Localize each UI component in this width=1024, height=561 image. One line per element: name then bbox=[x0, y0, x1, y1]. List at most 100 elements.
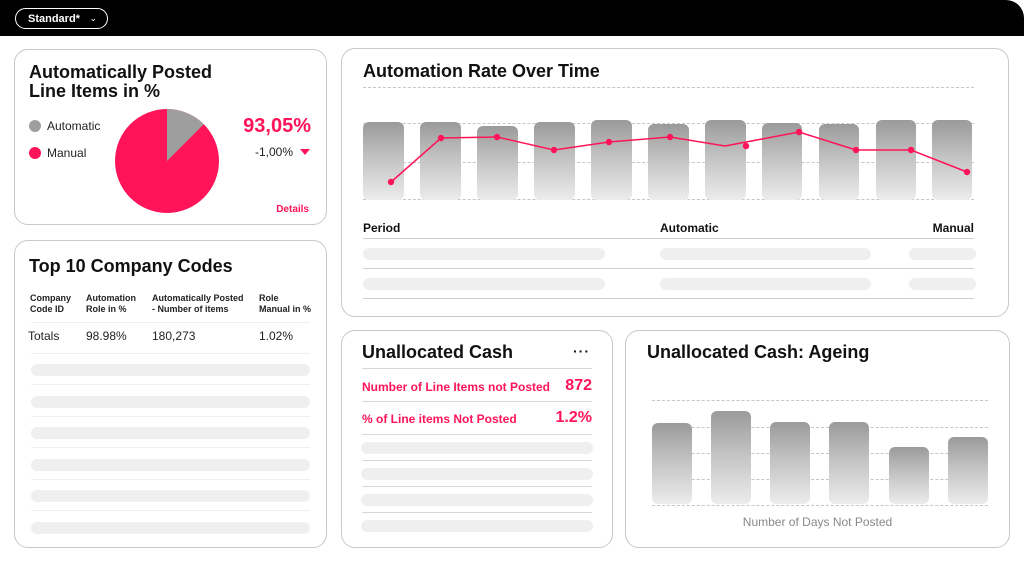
placeholder-row bbox=[31, 427, 310, 439]
row-divider bbox=[363, 268, 974, 269]
legend-label: Automatic bbox=[47, 119, 101, 133]
header-line: Role bbox=[259, 293, 279, 303]
totals-automation-role: 98.98% bbox=[86, 329, 127, 343]
grid-line bbox=[652, 479, 988, 480]
delta-text: -1,00% bbox=[254, 145, 293, 159]
placeholder-cell bbox=[909, 278, 976, 290]
chart-bar[interactable] bbox=[652, 423, 692, 504]
column-header-auto-posted-items[interactable]: Automatically Posted - Number of items bbox=[152, 293, 244, 315]
placeholder-cell bbox=[660, 248, 871, 260]
column-header-manual[interactable]: Manual bbox=[932, 221, 974, 235]
x-axis-label: Number of Days Not Posted bbox=[742, 515, 893, 529]
grid-line bbox=[652, 400, 988, 401]
kpi-label-pct-not-posted: % of Line items Not Posted bbox=[362, 412, 517, 426]
row-divider bbox=[362, 460, 592, 461]
row-divider bbox=[31, 510, 310, 511]
header-line: Code ID bbox=[30, 304, 65, 314]
pie-chart bbox=[115, 108, 219, 213]
card-title: Unallocated Cash: Ageing bbox=[647, 342, 870, 362]
header-line: - Number of items bbox=[152, 304, 229, 314]
row-divider bbox=[31, 447, 310, 448]
placeholder-cell bbox=[660, 278, 871, 290]
automation-rate-line bbox=[387, 128, 971, 186]
placeholder-row bbox=[31, 396, 310, 408]
legend-label: Manual bbox=[47, 146, 87, 160]
posted-line-items-card: Automatically Posted Line Items in % Aut… bbox=[14, 49, 327, 225]
header-line: Automatically Posted bbox=[152, 293, 244, 303]
unallocated-cash-card: Unallocated Cash ··· Number of Line Item… bbox=[341, 330, 613, 548]
details-link[interactable]: Details bbox=[276, 204, 309, 215]
header-line: Manual in % bbox=[259, 304, 312, 314]
kpi-label-line-items-not-posted: Number of Line Items not Posted bbox=[362, 380, 551, 394]
card-title: Automatically Posted Line Items in % bbox=[29, 63, 212, 101]
x-axis-line bbox=[652, 505, 988, 506]
title-line-2: Line Items in % bbox=[29, 81, 161, 101]
row-divider bbox=[31, 353, 310, 354]
placeholder-cell bbox=[909, 248, 976, 260]
placeholder-row bbox=[31, 364, 310, 376]
kpi-value-line-items-not-posted: 872 bbox=[565, 377, 592, 394]
header-line: Company bbox=[30, 293, 72, 303]
column-header-company-code[interactable]: Company Code ID bbox=[30, 293, 71, 315]
row-divider bbox=[31, 416, 310, 417]
column-header-period[interactable]: Period bbox=[363, 221, 401, 235]
triangle-down-icon bbox=[300, 149, 310, 155]
chart-bar[interactable] bbox=[948, 437, 988, 504]
row-divider bbox=[362, 368, 592, 369]
column-header-role-manual[interactable]: Role Manual in % bbox=[259, 293, 311, 315]
header-line: Automation bbox=[86, 293, 136, 303]
chart-bar[interactable] bbox=[711, 411, 751, 504]
placeholder-row bbox=[361, 468, 593, 480]
placeholder-row bbox=[31, 459, 310, 471]
placeholder-row bbox=[361, 442, 593, 454]
totals-label: Totals bbox=[28, 329, 60, 343]
legend-item-automatic: Automatic bbox=[29, 119, 100, 133]
chart-bar[interactable] bbox=[705, 120, 746, 200]
column-header-automatic[interactable]: Automatic bbox=[660, 221, 719, 235]
chart-bar[interactable] bbox=[932, 120, 972, 200]
row-divider bbox=[363, 298, 974, 299]
card-title: Automation Rate Over Time bbox=[363, 61, 600, 81]
card-title: Top 10 Company Codes bbox=[29, 256, 233, 276]
legend-dot-icon bbox=[29, 120, 41, 132]
placeholder-cell bbox=[363, 278, 605, 290]
row-divider bbox=[31, 479, 310, 480]
top10-company-codes-card: Top 10 Company Codes Company Code ID Aut… bbox=[14, 240, 327, 548]
automation-percentage: 93,05% bbox=[243, 115, 311, 137]
kpi-value-pct-not-posted: 1.2% bbox=[555, 409, 592, 426]
row-divider bbox=[362, 486, 592, 487]
chart-bar[interactable] bbox=[591, 120, 632, 200]
automation-rate-card: Automation Rate Over Time Period Automat… bbox=[341, 48, 1009, 317]
chart-bar[interactable] bbox=[876, 120, 916, 200]
header-line: Role in % bbox=[86, 304, 127, 314]
unallocated-cash-ageing-card: Unallocated Cash: Ageing Number of Days … bbox=[625, 330, 1010, 548]
legend-dot-icon bbox=[29, 147, 41, 159]
chart-bar[interactable] bbox=[829, 422, 869, 504]
grid-line bbox=[652, 427, 988, 428]
top-bar: Standard* ⌄ bbox=[0, 0, 1024, 36]
column-header-automation-role[interactable]: Automation Role in % bbox=[86, 293, 136, 315]
view-selector-label: Standard* bbox=[28, 12, 80, 25]
row-divider bbox=[362, 434, 592, 435]
chart-bar[interactable] bbox=[363, 122, 404, 200]
chart-bar[interactable] bbox=[770, 422, 810, 504]
view-selector[interactable]: Standard* ⌄ bbox=[15, 8, 108, 29]
placeholder-row bbox=[31, 490, 310, 502]
pie-slice-automatic bbox=[167, 108, 204, 161]
row-divider bbox=[31, 322, 310, 323]
placeholder-row bbox=[361, 494, 593, 506]
chart-bar[interactable] bbox=[534, 122, 575, 200]
grid-line bbox=[363, 123, 974, 124]
chart-bar[interactable] bbox=[819, 124, 859, 200]
more-horizontal-icon[interactable]: ··· bbox=[573, 343, 590, 359]
row-divider bbox=[362, 401, 592, 402]
row-divider bbox=[363, 238, 974, 239]
chart-bar[interactable] bbox=[889, 447, 929, 504]
card-title: Unallocated Cash bbox=[362, 342, 514, 362]
row-divider bbox=[31, 384, 310, 385]
placeholder-row bbox=[31, 522, 310, 534]
placeholder-row bbox=[361, 520, 593, 532]
totals-role-manual: 1.02% bbox=[259, 329, 294, 343]
placeholder-cell bbox=[363, 248, 605, 260]
chevron-down-icon: ⌄ bbox=[89, 13, 97, 23]
